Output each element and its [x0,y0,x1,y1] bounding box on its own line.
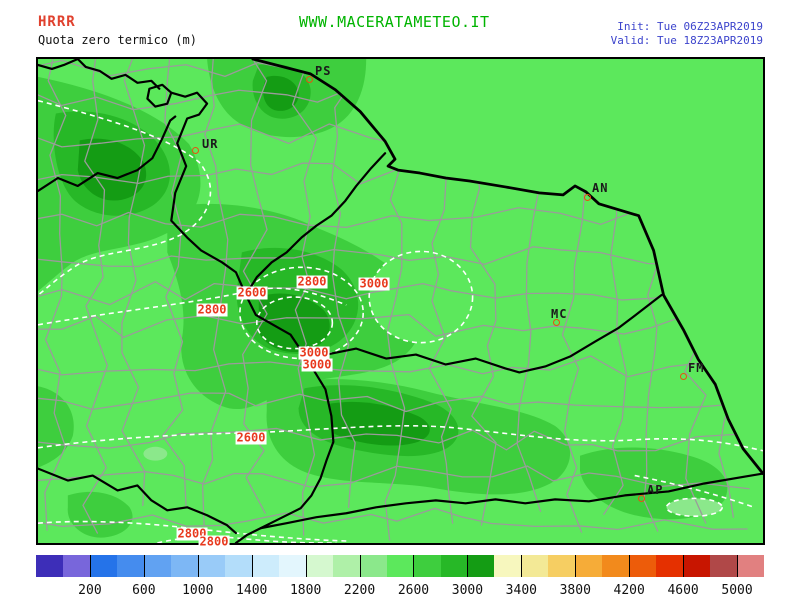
colorbar-segment-7 [224,555,252,577]
model-label: HRRR [38,14,76,30]
colorbar-segment-17 [494,555,522,577]
colorbar-tick-label: 2600 [397,583,430,598]
colorbar-segment-5 [170,555,198,577]
colorbar-tick [683,555,685,577]
colorbar-tick-label: 4200 [613,583,645,598]
colorbar-segment-24 [683,555,711,577]
colorbar-segment-22 [629,555,657,577]
colorbar-tick [251,555,253,577]
colorbar-tick-label: 200 [78,583,102,598]
shade-bright-lobe [369,251,473,343]
colorbar [36,555,765,577]
colorbar-tick [737,555,739,577]
colorbar-segment-14 [413,555,441,577]
colorbar-segment-1 [62,555,90,577]
colorbar-tick-label: 1800 [289,583,322,598]
colorbar-tick [575,555,577,577]
colorbar-segment-16 [467,555,495,577]
colorbar-tick-label: 1400 [236,583,268,598]
terrain-shading-map [38,59,763,543]
colorbar-tick [413,555,415,577]
colorbar-tick-label: 600 [132,583,156,598]
san-marino-border [146,83,173,108]
colorbar-segment-21 [602,555,630,577]
colorbar-tick-label: 3400 [505,583,537,598]
colorbar-segment-9 [278,555,306,577]
colorbar-tick-label: 2200 [343,583,376,598]
colorbar-segment-3 [116,555,144,577]
colorbar-segment-23 [656,555,684,577]
colorbar-tick [467,555,469,577]
product-title: Quota zero termico (m) [38,33,197,47]
colorbar-tick-label: 3000 [451,583,484,598]
coastline [251,59,763,475]
colorbar-segment-6 [197,555,225,577]
colorbar-tick-label: 3800 [559,583,591,598]
shade-2200-2400-patch [666,498,723,517]
init-time: Init: Tue 06Z23APR2019 [617,20,763,33]
colorbar-tick [89,555,91,577]
website-link[interactable]: WWW.MACERATAMETEO.IT [298,13,490,31]
colorbar-segment-2 [89,555,117,577]
region-borders [38,59,763,543]
colorbar-tick [629,555,631,577]
colorbar-segment-13 [386,555,414,577]
colorbar-segment-25 [710,555,738,577]
colorbar-segment-11 [332,555,360,577]
map-canvas: PS UR AN MC FM AP 2800 3000 2600 2800 3000 3000 2600… [36,57,765,549]
colorbar-segment-8 [251,555,279,577]
colorbar-segment-0 [36,555,63,577]
colorbar-segment-10 [305,555,333,577]
colorbar-segment-26 [737,555,765,577]
colorbar-tick [359,555,361,577]
colorbar-tick [197,555,199,577]
colorbar-segment-15 [440,555,468,577]
colorbar-segment-19 [548,555,576,577]
valid-time: Valid: Tue 18Z23APR2019 [610,34,763,47]
colorbar-segment-18 [521,555,549,577]
colorbar-tick-label: 4600 [667,583,699,598]
colorbar-segment-20 [575,555,603,577]
colorbar-segment-12 [359,555,387,577]
colorbar-tick [305,555,307,577]
colorbar-tick [521,555,523,577]
colorbar-tick-label: 1000 [182,583,214,598]
colorbar-tick [143,555,145,577]
colorbar-tick-label: 5000 [721,583,753,598]
colorbar-segment-4 [143,555,171,577]
contour-lines [38,99,763,543]
run-times: Init: Tue 06Z23APR2019 Valid: Tue 18Z23A… [611,20,763,48]
shade-2200-2400-patch [143,446,168,461]
